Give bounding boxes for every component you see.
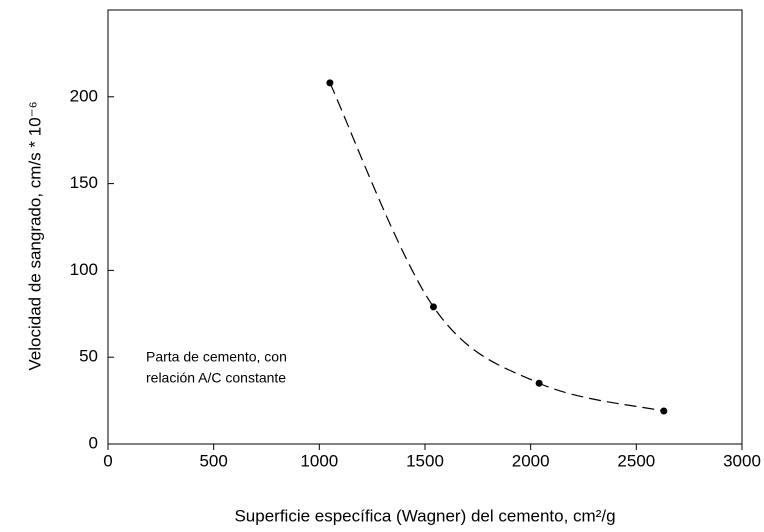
annotation: relación A/C constante <box>146 370 286 386</box>
x-tick-label: 500 <box>199 451 227 470</box>
data-point <box>326 79 334 87</box>
y-tick-label: 0 <box>89 433 98 452</box>
data-point <box>429 303 437 311</box>
y-tick-label: 150 <box>70 173 98 192</box>
x-tick-label: 2000 <box>512 451 550 470</box>
y-tick-label: 100 <box>70 260 98 279</box>
trend-curve <box>329 82 664 412</box>
x-axis-label: Superficie específica (Wagner) del cemen… <box>234 506 615 525</box>
x-tick-label: 3000 <box>723 451 761 470</box>
annotation: Parta de cemento, con <box>146 349 287 365</box>
y-tick-label: 200 <box>70 86 98 105</box>
x-tick-label: 2500 <box>617 451 655 470</box>
x-tick-label: 1500 <box>406 451 444 470</box>
x-tick-label: 0 <box>103 451 112 470</box>
y-tick-label: 50 <box>79 347 98 366</box>
data-point <box>660 407 668 415</box>
data-point <box>535 379 543 387</box>
y-axis-label: Velocidad de sangrado, cm/s * 10⁻⁶ <box>25 101 44 370</box>
x-tick-label: 1000 <box>300 451 338 470</box>
